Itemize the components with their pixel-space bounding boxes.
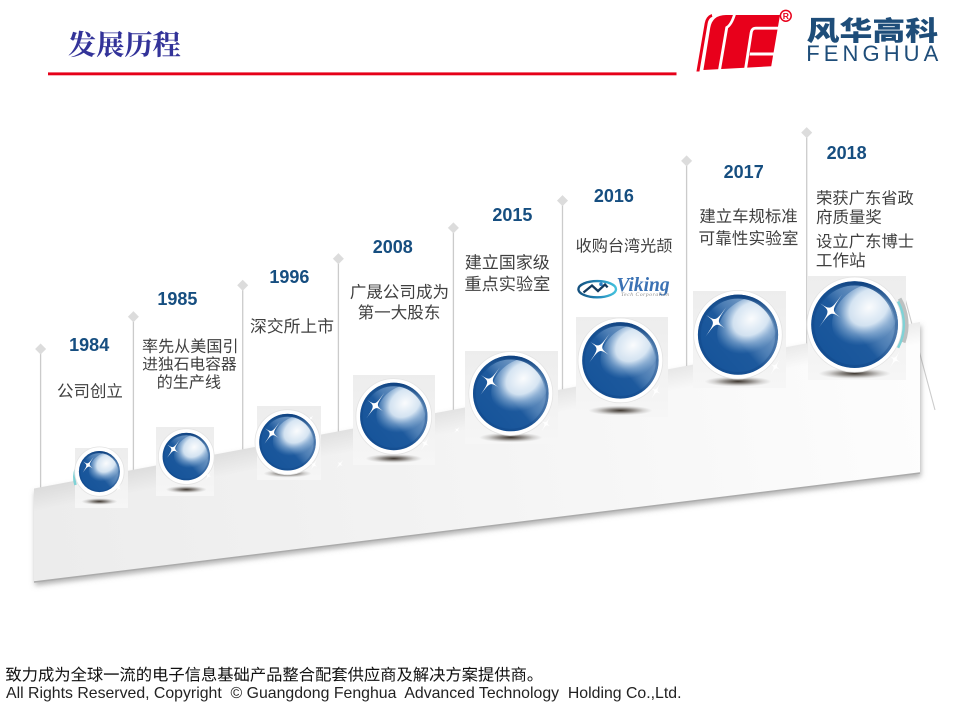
svg-text:R: R [783,11,790,21]
